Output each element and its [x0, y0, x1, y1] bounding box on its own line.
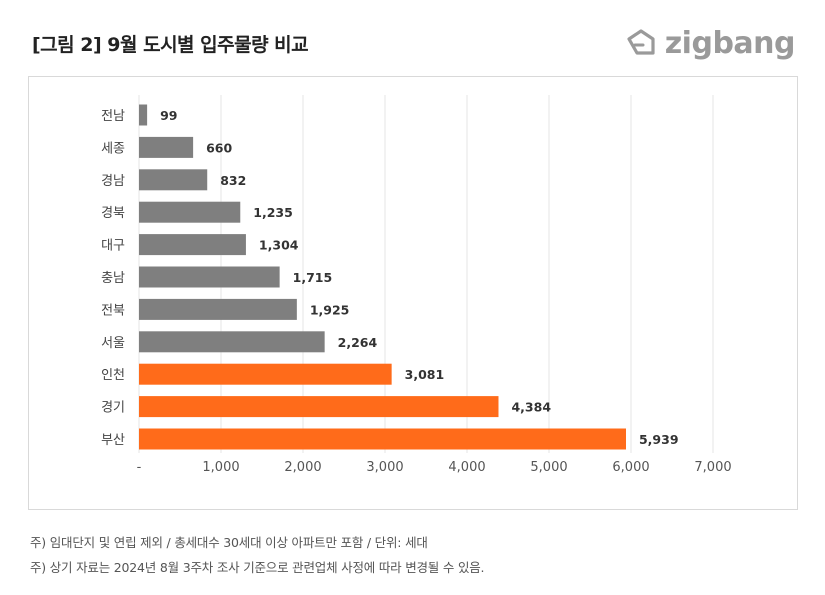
- category-label: 인천: [101, 368, 125, 383]
- bar: [139, 298, 297, 320]
- category-label: 충남: [101, 271, 125, 286]
- chart-title: [그림 2] 9월 도시별 입주물량 비교: [32, 34, 309, 56]
- category-label: 대구: [101, 239, 125, 254]
- category-label: 경북: [101, 206, 125, 221]
- bar: [139, 428, 626, 450]
- brand-name: zigbang: [664, 25, 796, 61]
- category-label: 경기: [101, 401, 125, 416]
- x-tick-label: 7,000: [694, 460, 731, 475]
- bar: [139, 331, 325, 353]
- x-tick-label: 4,000: [448, 460, 485, 475]
- bar: [139, 201, 241, 223]
- data-label: 832: [220, 173, 246, 188]
- data-label: 1,235: [253, 205, 293, 220]
- data-label: 1,304: [259, 238, 299, 253]
- category-label: 전북: [101, 303, 125, 318]
- brand-logo: zigbang: [623, 22, 796, 64]
- data-label: 1,925: [310, 302, 350, 317]
- bar: [139, 396, 499, 418]
- data-label: 660: [206, 140, 232, 155]
- category-label: 전남: [101, 109, 125, 124]
- data-label: 99: [160, 108, 177, 123]
- chart-frame: 전남 99 세종 660 경남 832 경북 1,235 대구 1,304 충남 1,715 전북 1,9…: [28, 76, 798, 510]
- x-tick-label: 2,000: [284, 460, 321, 475]
- bar: [139, 136, 194, 158]
- x-tick-label: 5,000: [530, 460, 567, 475]
- bar: [139, 104, 148, 126]
- x-tick-label: 1,000: [202, 460, 239, 475]
- bar-chart: 전남 99 세종 660 경남 832 경북 1,235 대구 1,304 충남 1,715 전북 1,9…: [101, 95, 732, 475]
- data-label: 5,939: [639, 432, 679, 447]
- zigbang-logo-icon: [627, 29, 655, 55]
- footnote-exclusions: 주) 임대단지 및 연립 제외 / 총세대수 30세대 이상 아파트만 포함 /…: [30, 535, 428, 550]
- category-label: 경남: [101, 174, 125, 189]
- bar: [139, 169, 208, 191]
- data-label: 3,081: [405, 367, 445, 382]
- category-label: 서울: [101, 336, 125, 351]
- bar: [139, 363, 392, 385]
- category-label: 세종: [101, 141, 125, 156]
- category-label: 부산: [101, 433, 125, 448]
- bar: [139, 234, 246, 256]
- footnote-disclaimer: 주) 상기 자료는 2024년 8월 3주차 조사 기준으로 관련업체 사정에 …: [30, 560, 485, 575]
- x-tick-label: 6,000: [612, 460, 649, 475]
- bar: [139, 266, 280, 288]
- x-tick-label: -: [137, 460, 142, 475]
- data-label: 4,384: [511, 400, 551, 415]
- x-tick-label: 3,000: [366, 460, 403, 475]
- data-label: 1,715: [293, 270, 333, 285]
- data-label: 2,264: [338, 335, 378, 350]
